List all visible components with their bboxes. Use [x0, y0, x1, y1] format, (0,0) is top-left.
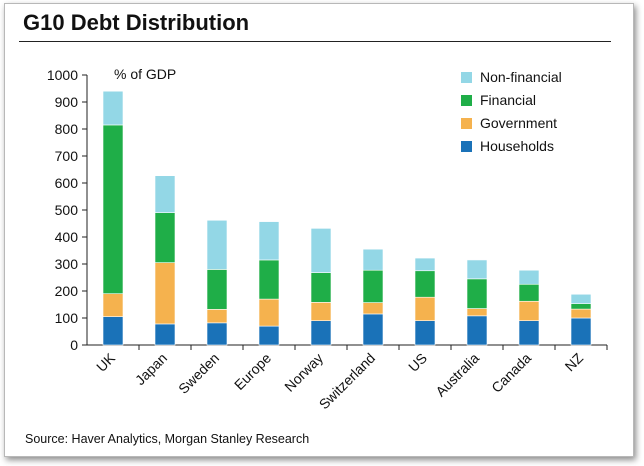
bar-segment-financial	[518, 283, 540, 302]
y-tick-label: 700	[55, 148, 79, 164]
y-tick-label: 100	[55, 310, 79, 326]
bar-segment-financial	[102, 124, 124, 294]
x-tick-label: NZ	[562, 349, 587, 374]
y-tick-label: 300	[55, 256, 79, 272]
bar-segment-financial	[310, 272, 332, 303]
bar-segment-financial	[414, 270, 436, 298]
chart-card: G10 Debt Distribution 0 100 200 300 400 500 60…	[4, 3, 634, 457]
bar-segment-government	[518, 300, 540, 322]
legend-label: Government	[480, 115, 557, 131]
y-tick-label: 500	[55, 202, 79, 218]
legend-swatch	[461, 95, 472, 106]
bar-segment-government	[414, 296, 436, 321]
bar-segment-non-financial	[362, 248, 384, 271]
x-tick-label: Europe	[231, 350, 274, 393]
bar-segment-households	[258, 325, 280, 346]
bar-segment-households	[414, 320, 436, 346]
bar-segment-government	[154, 262, 176, 325]
source-note: Source: Haver Analytics, Morgan Stanley …	[25, 432, 310, 446]
bar-segment-financial	[206, 269, 228, 310]
bar-segment-households	[466, 315, 488, 346]
x-tick-label: Canada	[488, 350, 534, 396]
bar-segment-households	[362, 313, 384, 346]
legend-label: Households	[480, 138, 554, 154]
y-tick-label: 0	[70, 337, 78, 353]
y-tick-label: 200	[55, 283, 79, 299]
bar-segment-government	[362, 302, 384, 315]
bar-segment-government	[102, 293, 124, 317]
bar-segment-households	[102, 316, 124, 346]
bar-segment-financial	[154, 212, 176, 263]
bar-segment-households	[518, 320, 540, 346]
x-tick-label: Australia	[432, 350, 482, 400]
chart-title: G10 Debt Distribution	[23, 10, 250, 35]
bar-segment-non-financial	[518, 269, 540, 285]
y-tick-label: 400	[55, 229, 79, 245]
y-tick-label: 800	[55, 121, 79, 137]
x-tick-label: Switzerland	[316, 350, 378, 412]
x-tick-label: US	[405, 350, 430, 375]
bar-segment-non-financial	[310, 228, 332, 273]
bar-segment-financial	[258, 259, 280, 300]
bar-segment-households	[154, 323, 176, 346]
y-tick-label: 1000	[47, 67, 78, 83]
x-tick-label: Norway	[281, 350, 326, 395]
bar-segment-financial	[570, 303, 592, 310]
bar-segment-government	[258, 298, 280, 327]
legend-label: Non-financial	[480, 69, 562, 85]
y-tick-label: 900	[55, 94, 79, 110]
bar-segment-non-financial	[466, 259, 488, 280]
bar-segment-non-financial	[154, 175, 176, 214]
bar-segment-households	[310, 320, 332, 346]
bar-segment-government	[570, 308, 592, 319]
bar-segment-non-financial	[102, 90, 124, 126]
bar-segment-households	[570, 317, 592, 346]
bar-segment-government	[206, 309, 228, 324]
bar-segment-financial	[362, 269, 384, 303]
x-tick-label: Japan	[132, 350, 170, 388]
bar-segment-financial	[466, 278, 488, 309]
legend-swatch	[461, 118, 472, 129]
bar-segment-households	[206, 322, 228, 346]
y-unit-label: % of GDP	[114, 66, 176, 82]
bar-segment-government	[310, 302, 332, 321]
legend-swatch	[461, 141, 472, 152]
bar-segment-non-financial	[258, 221, 280, 261]
bar-segment-non-financial	[414, 257, 436, 272]
legend-swatch	[461, 72, 472, 83]
bar-segment-non-financial	[570, 293, 592, 304]
bar-segment-non-financial	[206, 219, 228, 270]
bar-segment-government	[466, 308, 488, 317]
legend-label: Financial	[480, 92, 536, 108]
x-tick-label: Sweden	[175, 350, 222, 397]
x-tick-label: UK	[93, 349, 119, 375]
y-tick-label: 600	[55, 175, 79, 191]
stacked-bar-chart: 0 100 200 300 400 500 600 700 800 900 1000 % of GDP…	[47, 66, 608, 412]
title-divider	[19, 41, 611, 42]
